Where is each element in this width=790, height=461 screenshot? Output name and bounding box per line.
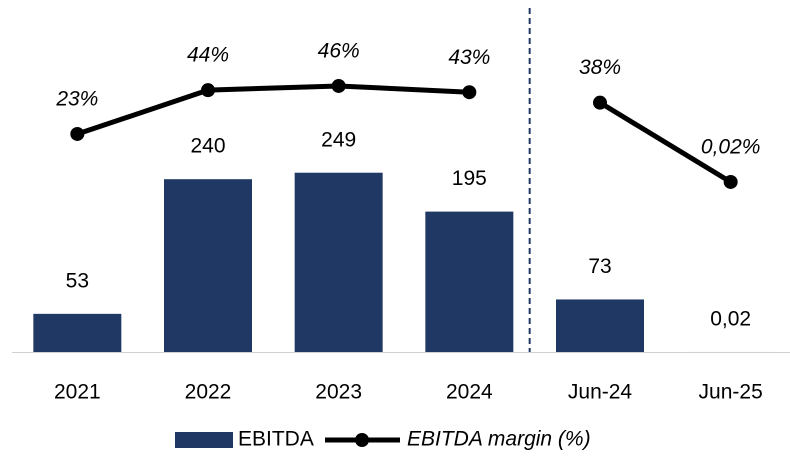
line-point bbox=[462, 85, 477, 100]
legend-label: EBITDA bbox=[238, 428, 314, 451]
line-value-label: 23% bbox=[55, 88, 98, 111]
x-tick-label: 2024 bbox=[446, 381, 493, 404]
bar-value-label: 249 bbox=[321, 128, 356, 151]
x-tick-label: Jun-24 bbox=[568, 381, 633, 404]
bar-value-label: 0,02 bbox=[710, 308, 751, 331]
bar-value-label: 240 bbox=[190, 135, 225, 158]
line-point bbox=[593, 95, 607, 110]
bar-value-label: 195 bbox=[452, 167, 487, 190]
bar-value-label: 53 bbox=[66, 269, 89, 292]
x-tick-label: 2022 bbox=[185, 381, 232, 404]
x-tick-label: 2023 bbox=[315, 381, 362, 404]
line-value-label: 46% bbox=[318, 40, 360, 63]
legend-swatch-point bbox=[355, 433, 369, 447]
bar bbox=[164, 179, 252, 352]
line-point bbox=[723, 174, 738, 189]
line-point bbox=[331, 78, 346, 93]
legend-swatch bbox=[175, 432, 233, 448]
line-value-label: 44% bbox=[187, 44, 229, 67]
line bbox=[76, 83, 470, 137]
x-tick-label: Jun-25 bbox=[699, 381, 763, 404]
bar bbox=[425, 211, 514, 352]
line-value-label: 38% bbox=[579, 56, 621, 79]
x-tick-label: 2021 bbox=[54, 381, 101, 404]
line bbox=[598, 100, 732, 185]
legend-label: EBITDA margin (%) bbox=[407, 428, 591, 451]
line-point bbox=[70, 126, 85, 141]
bar bbox=[294, 172, 383, 352]
bar bbox=[33, 313, 122, 352]
bar-value-label: 73 bbox=[588, 255, 611, 278]
line-value-label: 43% bbox=[448, 46, 490, 69]
bar bbox=[556, 299, 644, 352]
line-point bbox=[201, 83, 215, 98]
line-value-label: 0,02% bbox=[701, 136, 761, 159]
